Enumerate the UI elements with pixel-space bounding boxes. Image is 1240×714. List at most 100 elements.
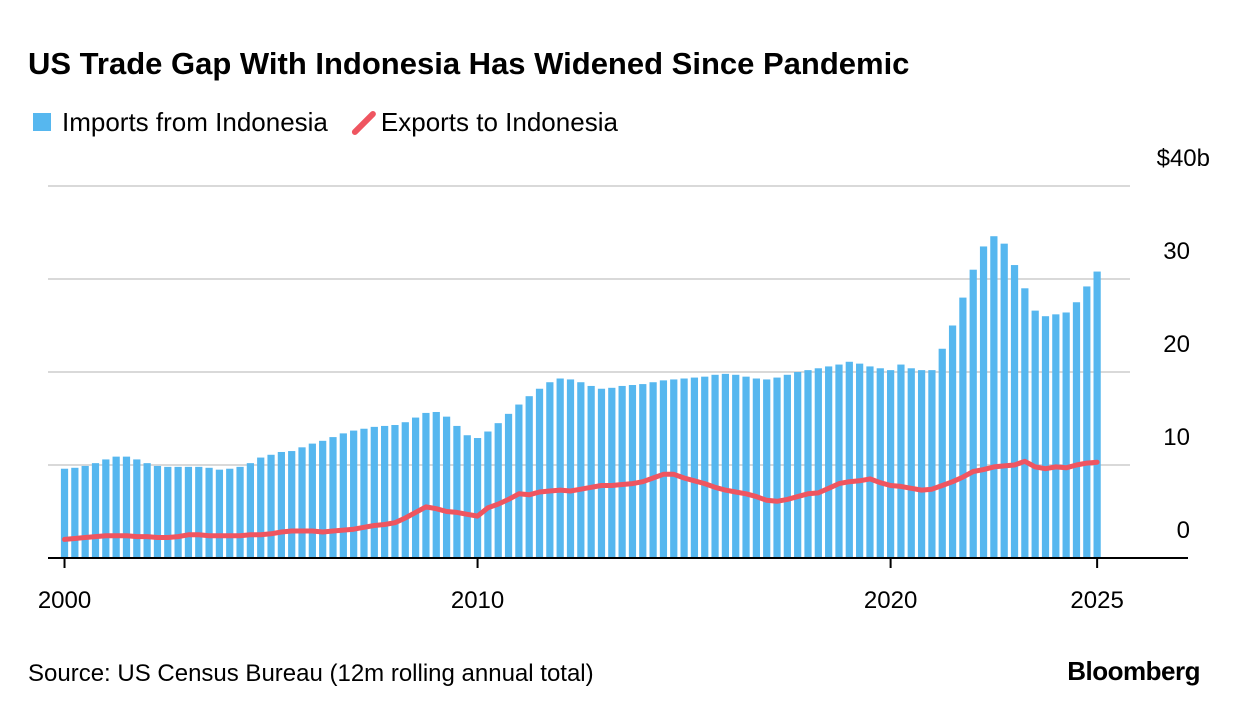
bar	[60, 468, 69, 558]
bar	[298, 447, 306, 558]
bar	[391, 425, 399, 558]
bar	[835, 364, 843, 558]
bar	[1021, 288, 1029, 558]
bar	[897, 364, 905, 558]
bar	[215, 469, 224, 558]
bar	[164, 466, 172, 558]
bar	[721, 373, 730, 558]
bar	[535, 388, 544, 558]
bar	[360, 428, 368, 558]
bar	[794, 372, 802, 558]
bar	[81, 465, 89, 558]
bar	[886, 370, 895, 558]
x-tick-label: 2025	[1070, 587, 1123, 614]
y-tick-label: 30	[1163, 238, 1190, 265]
bar	[608, 387, 616, 558]
line	[62, 458, 1100, 542]
y-tick-label: 20	[1163, 331, 1190, 358]
bar	[102, 459, 110, 558]
bar	[453, 425, 461, 558]
chart-title: US Trade Gap With Indonesia Has Widened …	[28, 46, 909, 81]
bar	[876, 368, 884, 558]
bar	[143, 463, 151, 558]
bar	[659, 380, 668, 558]
bar	[690, 377, 699, 558]
bar	[71, 467, 79, 558]
bar	[236, 466, 244, 558]
bar	[928, 370, 936, 558]
bar	[628, 385, 637, 558]
bar	[742, 376, 750, 558]
bar	[546, 382, 554, 558]
legend-swatch	[351, 111, 376, 135]
bar	[226, 468, 234, 558]
bar	[763, 379, 771, 558]
bar	[969, 269, 977, 558]
bar	[205, 467, 213, 558]
y-tick-label: $40b	[1157, 145, 1210, 172]
bar	[670, 379, 678, 558]
legend-swatch	[33, 113, 51, 131]
bar	[907, 368, 915, 558]
bar	[680, 378, 688, 558]
bar	[401, 422, 409, 558]
bar	[711, 374, 719, 558]
bar	[525, 396, 533, 558]
bar	[979, 246, 988, 558]
legend-label: Exports to Indonesia	[381, 107, 619, 137]
bar	[133, 459, 141, 558]
bar	[773, 377, 781, 558]
bar	[938, 348, 946, 558]
bar	[257, 457, 265, 558]
bar	[990, 236, 998, 558]
bar	[339, 433, 347, 558]
bar	[587, 385, 595, 558]
bar	[1031, 310, 1039, 558]
bar	[473, 438, 482, 558]
bar	[825, 366, 833, 558]
bar	[381, 425, 389, 558]
source: Source: US Census Bureau (12m rolling an…	[28, 660, 594, 687]
bar	[701, 376, 709, 558]
bar	[494, 423, 502, 558]
bar	[1083, 286, 1091, 558]
bar	[246, 463, 255, 558]
bar	[597, 388, 606, 558]
bar	[350, 430, 358, 558]
bar	[752, 378, 760, 558]
y-tick-label: 0	[1177, 517, 1190, 544]
x-tick-label: 2020	[864, 587, 917, 614]
bar	[153, 465, 162, 558]
bar	[1093, 271, 1101, 558]
y-tick-label: 10	[1163, 424, 1190, 451]
bar	[577, 382, 585, 558]
bar	[618, 385, 626, 558]
bar	[1041, 316, 1050, 558]
bar	[267, 454, 275, 558]
bar	[411, 417, 420, 558]
bar	[1072, 302, 1081, 558]
bar	[422, 412, 430, 558]
bar	[184, 466, 193, 558]
bar	[515, 404, 523, 558]
bar	[122, 456, 131, 558]
bar	[649, 382, 657, 558]
x-tick-label: 2010	[451, 587, 504, 614]
bar	[639, 384, 647, 558]
bar	[442, 416, 451, 558]
x-tick-label: 2000	[38, 587, 91, 614]
bar	[319, 440, 327, 558]
bar	[917, 370, 926, 558]
bar	[948, 325, 957, 558]
bar	[783, 374, 791, 558]
bar	[277, 451, 285, 558]
bar	[329, 437, 337, 558]
legend-label: Imports from Indonesia	[62, 107, 328, 137]
bar	[463, 435, 471, 558]
bar	[370, 426, 378, 558]
bar	[804, 370, 812, 558]
logo: Bloomberg	[1067, 656, 1200, 686]
bar	[504, 413, 513, 558]
